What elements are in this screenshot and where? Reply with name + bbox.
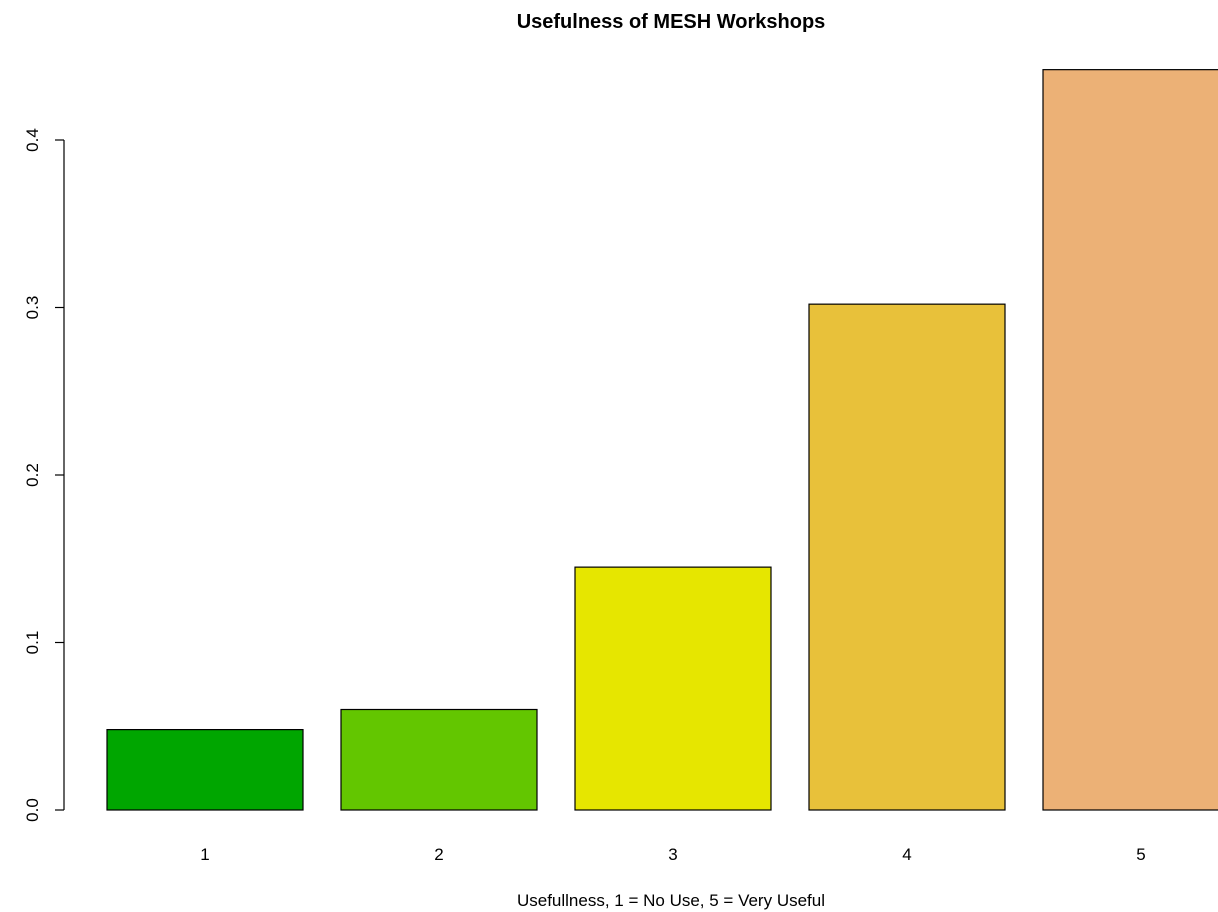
y-tick-label: 0.0	[23, 798, 42, 822]
y-tick-label: 0.2	[23, 463, 42, 487]
bar-4	[808, 303, 1006, 811]
y-tick-label: 0.1	[23, 631, 42, 655]
y-tick-label: 0.3	[23, 296, 42, 320]
y-tick-label: 0.4	[23, 128, 42, 152]
x-tick-labels: 1 2 3 4 5	[200, 845, 1145, 864]
bar-5	[1042, 69, 1218, 811]
bar-1	[106, 728, 304, 811]
x-tick-label-3: 3	[668, 845, 677, 864]
x-tick-label-1: 1	[200, 845, 209, 864]
bars-group	[106, 69, 1218, 811]
bar-2	[340, 708, 538, 811]
x-axis-label: Usefullness, 1 = No Use, 5 = Very Useful	[517, 891, 825, 910]
bar-3	[574, 566, 772, 811]
chart-title: Usefulness of MESH Workshops	[517, 11, 826, 33]
x-tick-label-5: 5	[1136, 845, 1145, 864]
x-tick-label-2: 2	[434, 845, 443, 864]
y-axis: 0.0 0.1 0.2 0.3 0.4	[23, 128, 65, 822]
x-tick-label-4: 4	[902, 845, 911, 864]
